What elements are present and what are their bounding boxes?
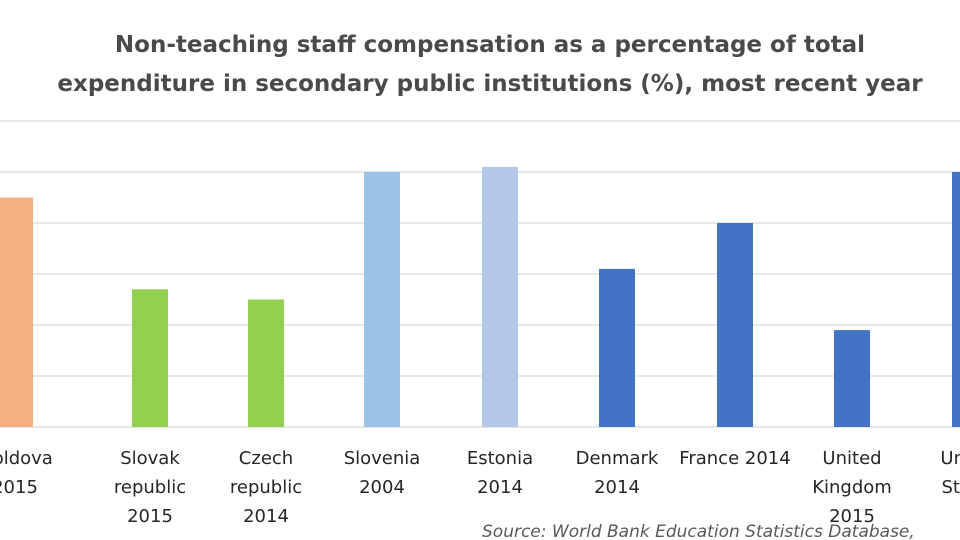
x-tick-label: Slovenia 2004 bbox=[344, 448, 421, 498]
x-tick-label: UnitedStates bbox=[940, 448, 960, 498]
chart-title-line-2: expenditure in secondary public institut… bbox=[57, 71, 923, 97]
x-tick-label: Estonia 2014 bbox=[467, 448, 533, 498]
bar bbox=[834, 330, 870, 427]
bar bbox=[364, 172, 400, 427]
bar bbox=[952, 172, 960, 427]
x-tick-label: Czech republic 2014 bbox=[230, 448, 302, 527]
chart-title-line-1: Non-teaching staff compensation as a per… bbox=[115, 32, 865, 58]
x-tick-label: Denmark 2014 bbox=[576, 448, 659, 498]
bar bbox=[717, 223, 753, 427]
x-tick-label: Slovak republic 2015 bbox=[114, 448, 186, 527]
x-tick-label: United Kingdom 2015 bbox=[812, 448, 892, 527]
bar bbox=[132, 289, 168, 427]
bars bbox=[0, 166, 960, 427]
bar bbox=[0, 197, 33, 427]
bar bbox=[248, 299, 284, 427]
x-tick-label: France 2014 bbox=[679, 448, 790, 469]
source-note: Source: World Bank Education Statistics … bbox=[482, 522, 915, 540]
x-tick-label: Moldova2015 bbox=[0, 448, 53, 498]
bar bbox=[599, 268, 635, 427]
bar bbox=[482, 166, 518, 427]
